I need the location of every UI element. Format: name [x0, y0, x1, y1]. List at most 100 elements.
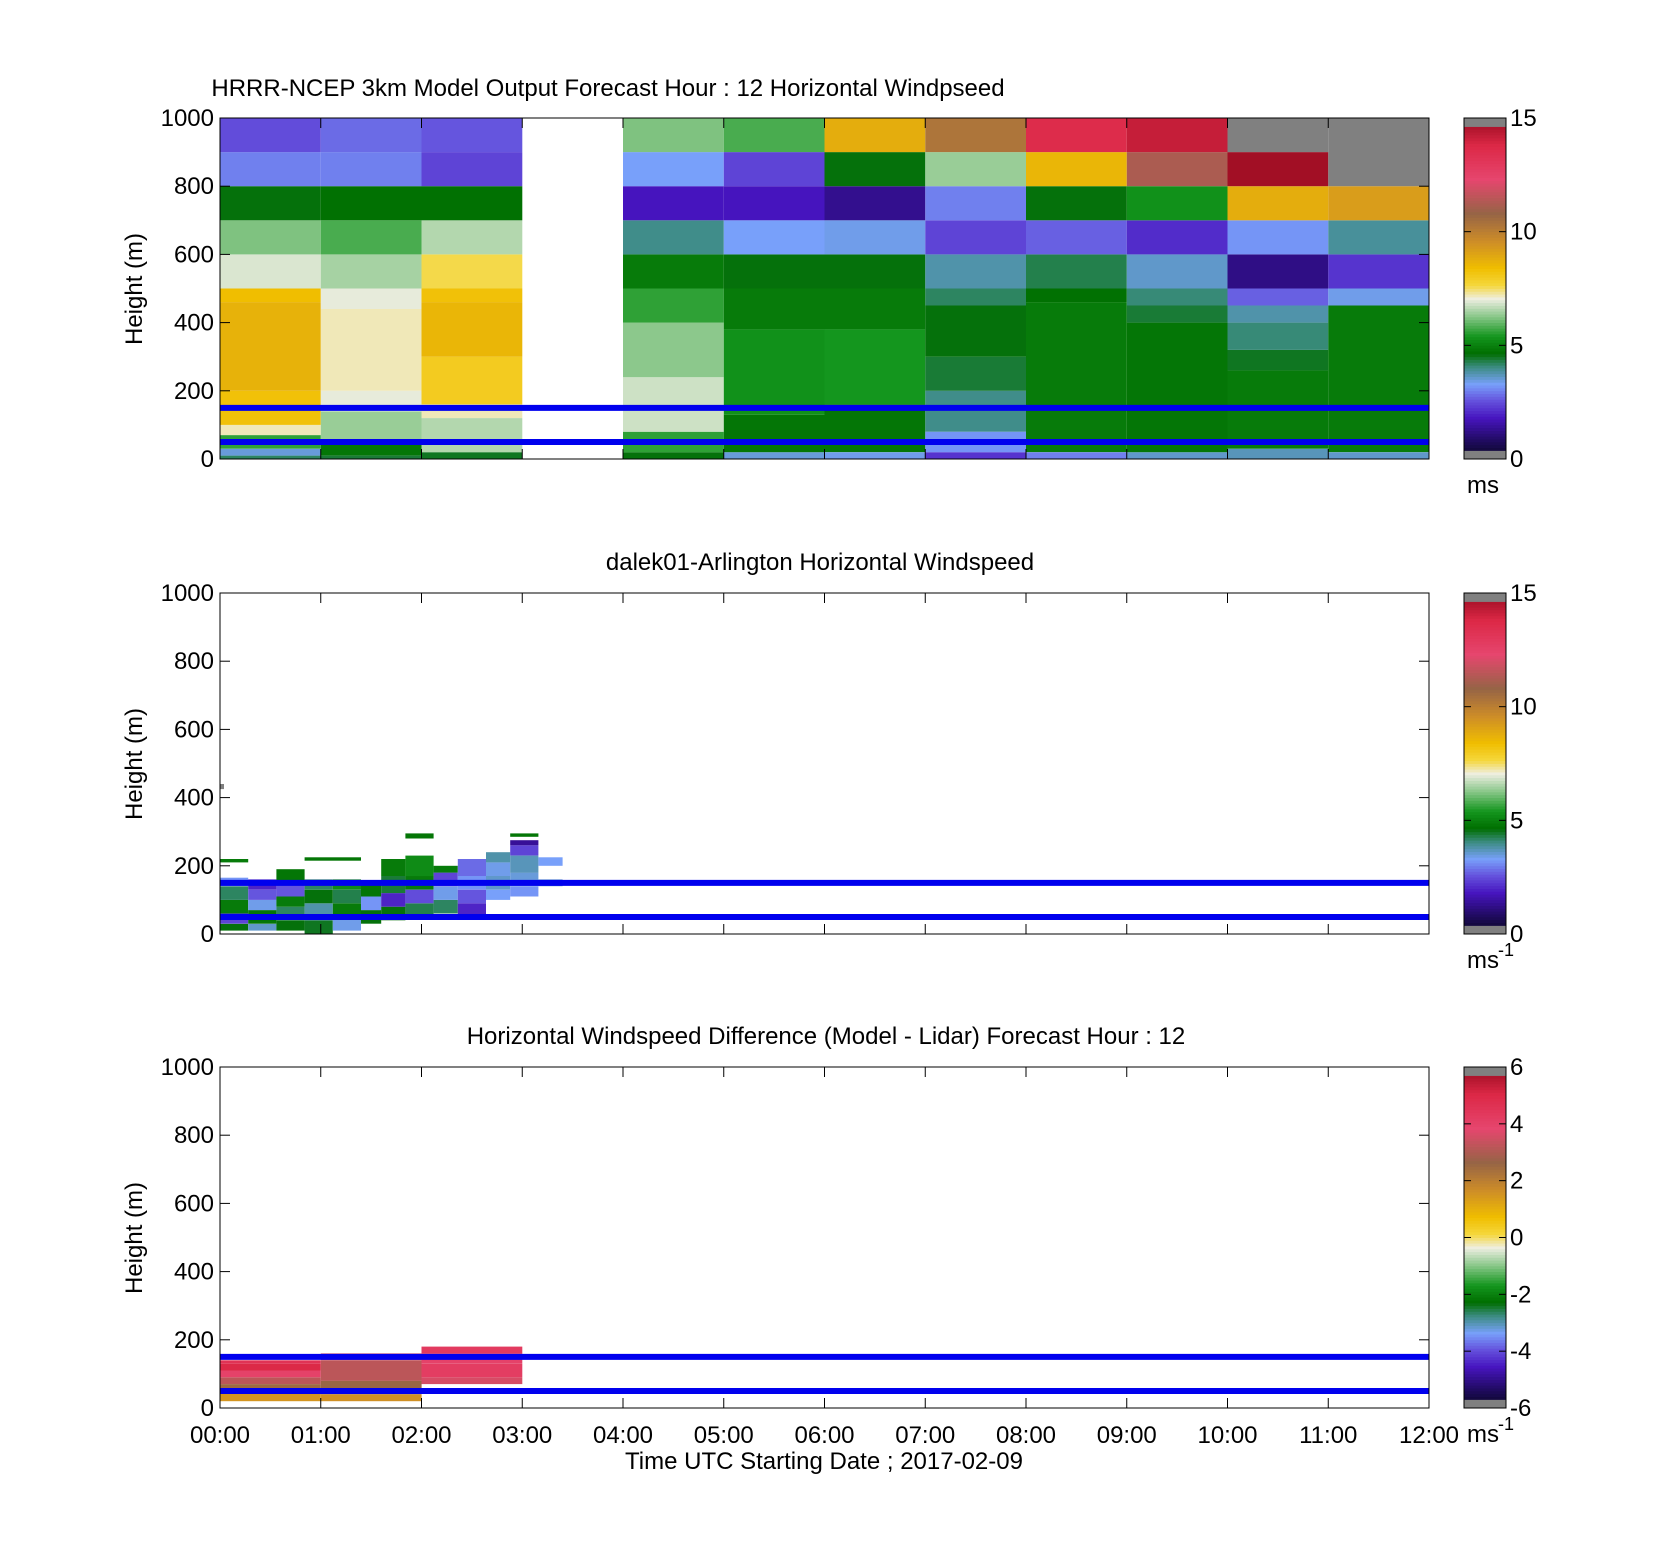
heatmap-cell — [1126, 305, 1228, 323]
colorbar-segment — [1464, 157, 1506, 162]
y-tick-label: 1000 — [161, 1054, 214, 1081]
heatmap-cell — [320, 441, 422, 456]
colorbar-segment — [1464, 1371, 1506, 1375]
y-tick-label: 400 — [174, 310, 214, 337]
colorbar-segment — [1464, 1328, 1506, 1332]
colorbar-segment — [1464, 410, 1506, 414]
colorbar-segment — [1464, 1163, 1506, 1167]
colorbar: -6 -4 -2 0 2 4 6 ms -1 — [1463, 1054, 1531, 1448]
colorbar-segment — [1464, 163, 1506, 167]
heatmap-cell — [421, 452, 523, 459]
panel-title: Horizontal Windspeed Difference (Model -… — [467, 1023, 1186, 1050]
y-tick-label: 800 — [174, 1122, 214, 1149]
colorbar-tick-label: 10 — [1510, 694, 1537, 721]
colorbar-segment — [1464, 180, 1506, 184]
heatmap-cell — [405, 855, 434, 877]
colorbar-segment — [1464, 1081, 1506, 1085]
colorbar-segment — [1464, 1376, 1506, 1380]
colorbar-segment — [1464, 1072, 1506, 1076]
x-tick-label: 04:00 — [593, 1422, 653, 1449]
heatmap-cell — [276, 882, 305, 897]
colorbar-segment — [1464, 752, 1506, 756]
colorbar-segment — [1464, 288, 1506, 292]
y-tick-label: 400 — [174, 1259, 214, 1286]
colorbar-segment — [1464, 1302, 1506, 1307]
colorbar-segment — [1464, 774, 1506, 779]
colorbar-segment — [1464, 1206, 1506, 1210]
colorbar-segment — [1464, 274, 1506, 278]
heatmap-cell — [510, 845, 539, 856]
colorbar-segment — [1464, 1234, 1506, 1238]
colorbar-segment — [1464, 1123, 1506, 1128]
colorbar-segment — [1464, 1180, 1506, 1184]
colorbar-segment — [1464, 319, 1506, 323]
heatmap-cell — [421, 356, 523, 405]
colorbar-segment — [1464, 880, 1506, 884]
reference-lines — [220, 879, 1429, 920]
colorbar-segment — [1464, 1101, 1506, 1105]
colorbar-segment — [1464, 692, 1506, 696]
heatmap-cell — [1227, 118, 1329, 153]
heatmap-cell — [381, 893, 406, 907]
x-tick-label: 11:00 — [1299, 1422, 1357, 1449]
colorbar-segment — [1464, 234, 1506, 238]
colorbar-segment — [1464, 928, 1506, 932]
heatmap-cell — [421, 118, 523, 153]
colorbar-segment — [1464, 803, 1506, 807]
heatmap-cell — [320, 1394, 422, 1402]
colorbar-unit: ms — [1467, 1421, 1499, 1448]
colorbar-segment — [1464, 769, 1506, 773]
colorbar-segment — [1464, 217, 1506, 221]
heatmap-cell — [824, 452, 926, 459]
y-tick-label: 200 — [174, 1327, 214, 1354]
heatmap-cell — [1026, 220, 1127, 255]
colorbar-segment — [1464, 1209, 1506, 1213]
colorbar-segment — [1464, 615, 1506, 619]
colorbar-segment — [1464, 641, 1506, 645]
colorbar-segment — [1464, 905, 1506, 909]
colorbar-segment — [1464, 1322, 1506, 1326]
colorbar-segment — [1464, 291, 1506, 295]
heatmap-cell — [486, 889, 511, 900]
colorbar-segment — [1464, 325, 1506, 329]
heatmap-cell — [1227, 254, 1329, 289]
colorbar-segment — [1464, 1075, 1506, 1079]
colorbar-segment — [1464, 419, 1506, 423]
colorbar-segment — [1464, 123, 1506, 127]
colorbar-segment — [1464, 365, 1506, 369]
colorbar-segment — [1464, 257, 1506, 261]
heatmap-cell — [538, 857, 563, 866]
heatmap-cell — [220, 1360, 321, 1364]
heatmap-cell — [220, 118, 321, 153]
colorbar-segment — [1464, 749, 1506, 753]
heatmap-cell — [276, 896, 305, 907]
colorbar-segment — [1464, 683, 1506, 688]
colorbar-segment — [1464, 262, 1506, 267]
colorbar-segment — [1464, 1115, 1506, 1119]
colorbar-segment — [1464, 1402, 1506, 1406]
colorbar-segment — [1464, 604, 1506, 608]
colorbar-segment — [1464, 254, 1506, 258]
colorbar-segment — [1464, 353, 1506, 358]
colorbar-segment — [1464, 843, 1506, 847]
colorbar-unit: ms — [1467, 472, 1499, 499]
colorbar-segment — [1464, 1362, 1506, 1366]
colorbar-segment — [1464, 191, 1506, 196]
heatmap-cell — [457, 903, 486, 917]
heatmap-cell — [332, 889, 361, 904]
colorbar-segment — [1464, 1356, 1506, 1361]
y-ticks: 0 200 400 600 800 1000 — [161, 105, 1429, 473]
colorbar: 0 5 10 15 ms — [1463, 105, 1537, 499]
colorbar-segment — [1464, 638, 1506, 642]
heatmap-cell — [220, 899, 249, 914]
y-tick-label: 200 — [174, 378, 214, 405]
colorbar-segment — [1464, 174, 1506, 179]
colorbar-segment — [1464, 1095, 1506, 1099]
x-axis-label: Time UTC Starting Date ; 2017-02-09 — [625, 1448, 1023, 1475]
colorbar-segment — [1464, 828, 1506, 833]
colorbar-segment — [1464, 1126, 1506, 1130]
colorbar-segment — [1464, 333, 1506, 338]
heatmap-cell — [623, 452, 724, 459]
colorbar-segment — [1464, 666, 1506, 671]
heatmap-cell — [220, 288, 321, 303]
